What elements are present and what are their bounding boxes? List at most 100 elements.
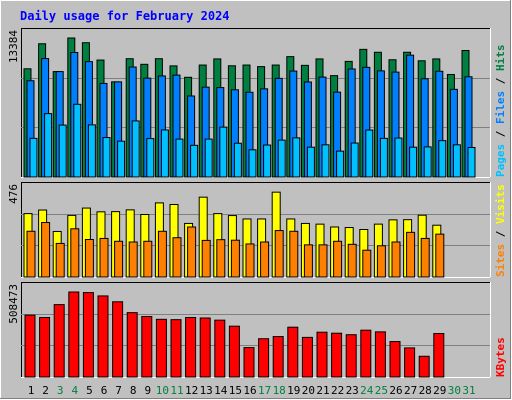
x-tick-label: 28 (419, 384, 432, 397)
bar-sites-day-27 (406, 231, 416, 278)
bar-kbytes-day-10 (155, 318, 167, 378)
bar-kbytes-day-15 (228, 325, 240, 378)
bar-sites-day-28 (420, 237, 430, 278)
x-tick-label: 17 (258, 384, 271, 397)
legend-entry-pages: Pages (494, 144, 507, 177)
bar-sites-day-2 (41, 222, 51, 278)
bar-pages-day-25 (379, 137, 388, 178)
bar-kbytes-day-3 (53, 304, 65, 378)
bar-sites-day-21 (318, 244, 328, 278)
bar-sites-day-26 (391, 241, 401, 278)
legend-separator: / (494, 71, 507, 91)
bar-pages-day-14 (219, 126, 228, 178)
bar-pages-day-8 (131, 120, 140, 178)
bar-sites-day-6 (99, 237, 109, 278)
x-tick-label: 2 (42, 384, 49, 397)
x-tick-label: 11 (170, 384, 183, 397)
bar-sites-day-16 (245, 243, 255, 278)
x-tick-label: 25 (375, 384, 388, 397)
bar-sites-day-17 (260, 241, 270, 278)
bar-pages-day-23 (350, 142, 359, 178)
bar-sites-day-1 (26, 230, 36, 278)
bar-kbytes-day-26 (389, 341, 401, 378)
bar-sites-day-13 (201, 239, 211, 278)
bar-sites-day-18 (274, 230, 284, 278)
bar-sites-day-29 (435, 233, 445, 278)
bar-sites-day-11 (172, 237, 182, 278)
bar-kbytes-day-8 (126, 312, 138, 378)
bar-pages-day-20 (306, 146, 315, 178)
x-tick-label: 3 (57, 384, 64, 397)
x-tick-label: 5 (86, 384, 93, 397)
bar-pages-day-6 (102, 137, 111, 178)
bar-pages-day-16 (248, 149, 257, 178)
x-tick-label: 16 (243, 384, 256, 397)
y-axis-max-label: 13384 (7, 30, 20, 63)
bar-pages-day-2 (44, 113, 53, 178)
bar-pages-day-15 (233, 142, 242, 178)
bar-sites-day-12 (187, 226, 197, 278)
x-tick-label: 12 (185, 384, 198, 397)
legend-entry-hits: Hits (494, 45, 507, 72)
bar-sites-day-19 (289, 230, 299, 278)
bar-kbytes-day-25 (374, 331, 386, 378)
bar-kbytes-day-7 (112, 301, 124, 378)
x-tick-label: 22 (331, 384, 344, 397)
bar-pages-day-22 (336, 150, 345, 178)
bar-kbytes-day-12 (185, 316, 197, 378)
bar-pages-day-10 (160, 129, 169, 178)
bar-pages-day-11 (175, 138, 184, 178)
legend-kbytes: KBytes (494, 337, 507, 377)
x-tick-label: 14 (214, 384, 228, 397)
bar-sites-day-23 (347, 243, 357, 278)
bar-kbytes-day-24 (360, 329, 372, 378)
x-tick-label: 9 (144, 384, 151, 397)
bar-pages-day-12 (190, 144, 199, 178)
bar-kbytes-day-14 (214, 319, 226, 378)
legend-entry-sites: Sites (494, 244, 507, 277)
bar-kbytes-day-13 (199, 317, 211, 378)
bar-sites-day-25 (376, 245, 386, 278)
bar-kbytes-day-2 (39, 316, 51, 378)
bar-sites-day-10 (157, 230, 167, 278)
bar-kbytes-day-17 (258, 338, 270, 378)
bar-sites-day-9 (143, 240, 153, 278)
x-axis-labels: 1 2 3 4 5 6 7 8 9 10 11 12 13 14 15 16 17 18 19 20 21 22 23 24 2… (28, 384, 476, 397)
y-axis-max-label: 476 (7, 184, 20, 204)
bar-sites-day-24 (362, 249, 372, 278)
bar-pages-day-19 (292, 137, 301, 178)
chart-panels: 13384 Pages / Files / Hits 476 Sites / Visi… (7, 28, 507, 378)
x-tick-label: 24 (360, 384, 374, 397)
x-tick-label: 13 (200, 384, 213, 397)
bar-kbytes-day-16 (243, 347, 255, 378)
x-tick-label: 15 (229, 384, 242, 397)
x-tick-label: 30 (448, 384, 461, 397)
x-tick-label: 23 (346, 384, 359, 397)
bar-kbytes-day-11 (170, 319, 182, 378)
x-tick-label: 6 (101, 384, 108, 397)
legend-entry-visits: Visits (494, 184, 507, 224)
bar-kbytes-day-18 (272, 336, 284, 378)
bar-kbytes-day-6 (97, 295, 109, 378)
bar-pages-day-17 (263, 144, 272, 178)
legend-separator: / (494, 224, 507, 244)
x-tick-label: 18 (273, 384, 286, 397)
bar-pages-day-21 (321, 144, 330, 178)
bar-pages-day-13 (204, 138, 213, 178)
bar-kbytes-day-27 (404, 347, 416, 378)
bar-pages-day-5 (87, 124, 96, 178)
x-tick-label: 31 (462, 384, 475, 397)
bar-kbytes-day-29 (433, 333, 445, 378)
bar-pages-day-24 (365, 129, 374, 178)
bar-kbytes-day-22 (331, 332, 343, 378)
x-tick-label: 10 (156, 384, 169, 397)
bar-pages-day-9 (146, 138, 155, 178)
bar-sites-day-22 (333, 240, 343, 278)
legend-usage: Pages / Files / Hits (494, 45, 507, 178)
legend-visits: Sites / Visits (494, 184, 507, 277)
bar-pages-day-3 (58, 124, 67, 178)
x-tick-label: 20 (302, 384, 315, 397)
bar-kbytes-day-21 (316, 331, 328, 378)
bar-kbytes-day-20 (301, 336, 313, 378)
bar-kbytes-day-28 (418, 355, 430, 378)
